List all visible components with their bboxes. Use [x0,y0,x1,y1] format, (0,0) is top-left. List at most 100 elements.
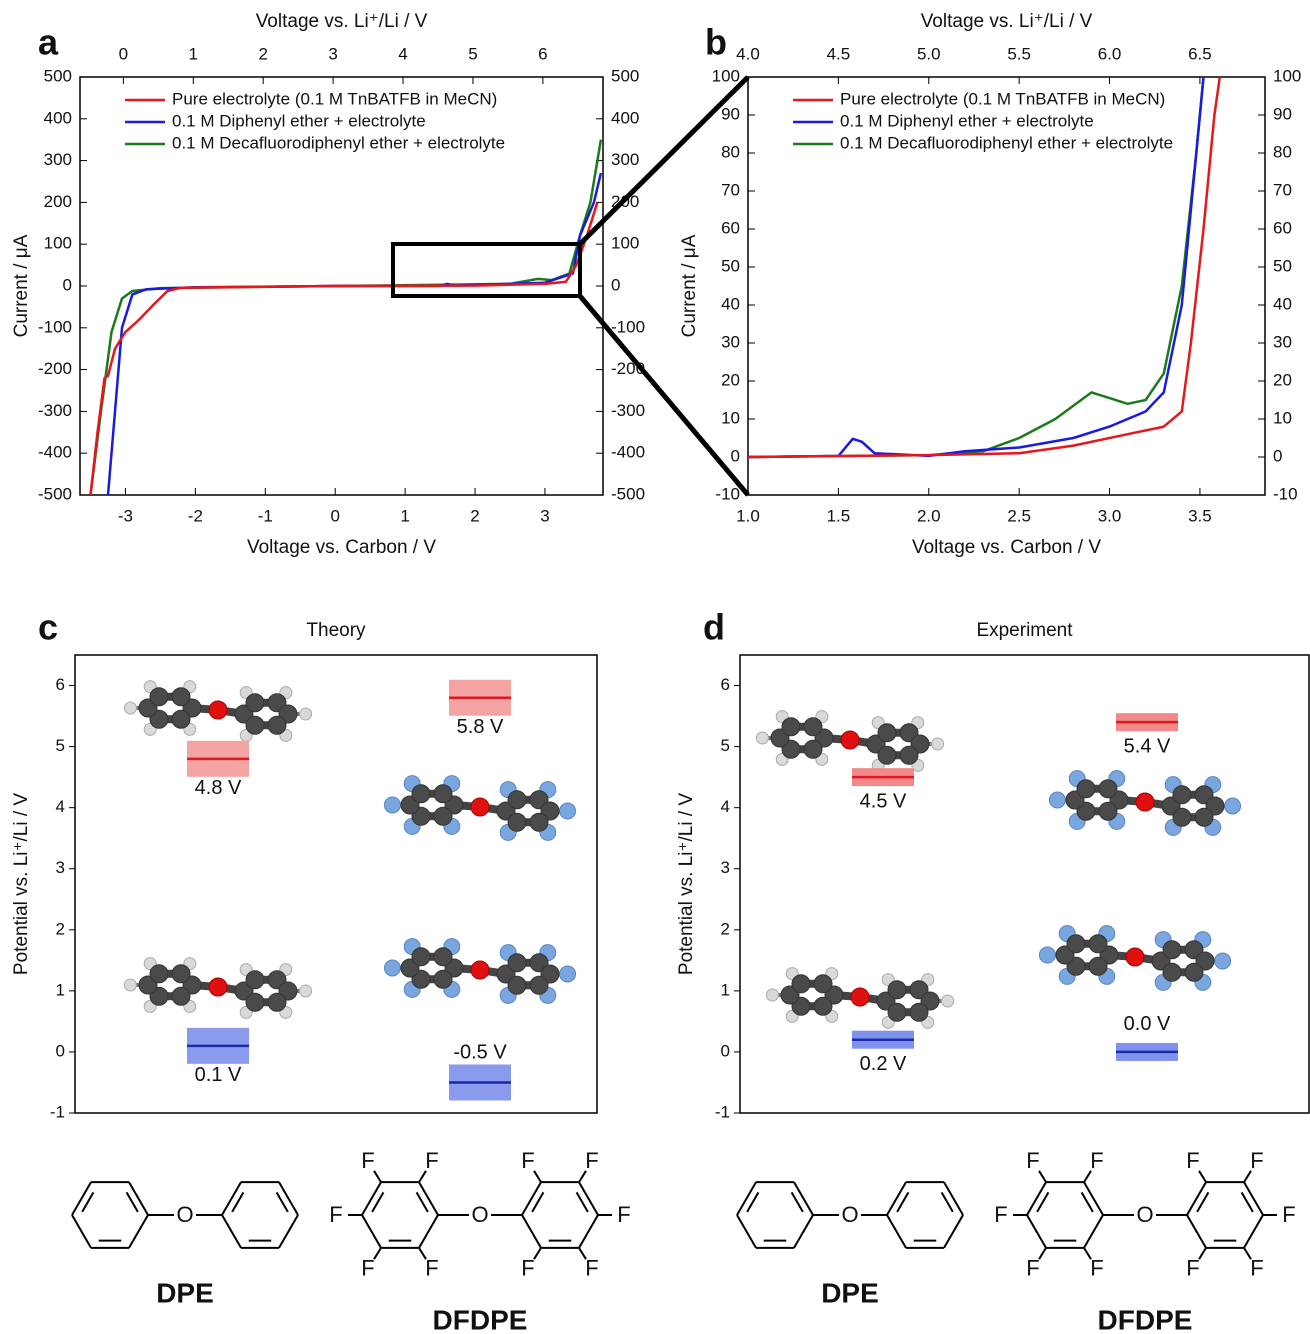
x2-tick-label: 6.0 [1098,44,1122,63]
y-tick-label: 1 [56,980,65,999]
panel-letter: c [38,607,58,648]
carbon-atom [1077,780,1095,798]
atom-label: F [1090,1256,1103,1281]
carbon-atom [246,716,264,734]
bond [1027,1215,1046,1248]
atom-label: F [425,1148,438,1173]
y-tick-label: -200 [38,359,72,378]
value-label: 0.2 V [860,1053,907,1075]
hydrogen-atom [300,708,312,720]
carbon-atom [1099,780,1117,798]
bond [1039,1171,1046,1182]
x2-tick-label: 4.0 [736,44,760,63]
hydrogen-atom [756,732,768,744]
bond [579,1182,598,1215]
fluorine-atom [1039,947,1055,963]
carbon-atom [792,975,810,993]
zoom-box [393,244,580,296]
carbon-atom [434,970,452,988]
atom-label: F [585,1256,598,1281]
hydrogen-atom [124,979,136,991]
value-label: 5.8 V [457,716,504,738]
figure: -3-2-101230123456-500-400-300-200-100010… [0,0,1310,1334]
bond [1084,1182,1103,1215]
y-tick-label: 5 [721,736,730,755]
y-tick-label: 10 [721,408,740,427]
atom-label: F [1026,1148,1039,1173]
y2-tick-label: 500 [611,66,639,85]
y2-tick-label: 40 [1273,294,1292,313]
bond [129,1215,148,1248]
y2-tick-label: -400 [611,443,645,462]
data-line [91,202,598,495]
molecule-model [124,681,311,742]
carbon-atom [1173,786,1191,804]
bond [1199,1248,1206,1259]
carbon-atom [508,791,526,809]
carbon-atom [1195,808,1213,826]
carbon-atom [246,694,264,712]
y-axis-label: Current / μA [11,234,32,337]
x-tick-label: 2.5 [1007,506,1031,525]
x-tick-label: 3 [540,506,549,525]
x2-tick-label: 6 [538,44,547,63]
oxygen-atom [841,731,859,749]
y-tick-label: 400 [44,108,72,127]
fluorine-atom [560,803,576,819]
oxygen-atom [209,978,227,996]
atom-label: F [1250,1256,1263,1281]
y-tick-label: 200 [44,192,72,211]
carbon-atom [246,971,264,989]
atom-label: F [1186,1148,1199,1173]
y2-tick-label: 20 [1273,370,1292,389]
x-tick-label: 2 [470,506,479,525]
category-label: DPE [156,1277,214,1308]
x-tick-label: -1 [258,506,273,525]
data-line [91,140,601,495]
x-axis-label: Voltage vs. Carbon / V [912,537,1101,558]
fluorine-atom [1225,798,1241,814]
y-axis-label: Potential vs. Li⁺/Li / V [676,793,697,975]
legend-label: Pure electrolyte (0.1 M TnBATFB in MeCN) [840,89,1165,108]
carbon-atom [434,948,452,966]
atom-label: F [1186,1256,1199,1281]
data-line [108,173,601,495]
atom-label: F [1282,1202,1295,1227]
y-tick-label: 0 [731,446,740,465]
carbon-atom [1163,963,1181,981]
bond [1199,1171,1206,1182]
atom-label: F [521,1148,534,1173]
y-tick-label: 3 [721,858,730,877]
carbon-atom [878,724,896,742]
value-label: 0.1 V [195,1064,242,1086]
y-tick-label: 80 [721,142,740,161]
molecule-model [756,711,943,772]
legend-label: 0.1 M Decafluorodiphenyl ether + electro… [840,133,1173,152]
carbon-atom [412,785,430,803]
bond [1027,1182,1046,1215]
bond [1187,1182,1206,1215]
carbon-atom [782,718,800,736]
y-tick-label: 20 [721,370,740,389]
carbon-atom [412,948,430,966]
carbon-atom [804,740,822,758]
value-label: 4.5 V [860,790,907,812]
bond [534,1248,541,1259]
carbon-atom [1067,935,1085,953]
bond [1244,1182,1263,1215]
bond [1244,1215,1263,1248]
y2-tick-label: 80 [1273,142,1292,161]
x-tick-label: 2.0 [917,506,941,525]
y-tick-label: -100 [38,317,72,336]
atom-label: F [521,1256,534,1281]
oxygen-atom [851,988,869,1006]
carbon-atom [150,688,168,706]
carbon-atom [888,981,906,999]
plot-frame [740,655,1309,1113]
bond [737,1182,756,1215]
chemical-structure: O [737,1182,963,1248]
carbon-atom [530,813,548,831]
x-tick-label: 1.0 [736,506,760,525]
molecule-model [384,939,575,1004]
